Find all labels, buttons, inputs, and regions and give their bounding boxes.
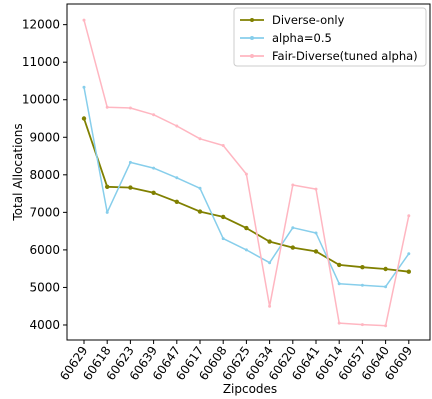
y-tick-label: 11000	[22, 55, 60, 69]
series-1-point	[152, 166, 156, 170]
series-0-point	[290, 245, 295, 250]
legend: Diverse-only alpha=0.5 Fair-Diverse(tuned …	[233, 7, 427, 67]
series-0-point	[197, 209, 203, 214]
legend-marker	[250, 18, 254, 22]
series-1-point	[221, 237, 225, 241]
series-1-point	[268, 261, 272, 265]
series-1-point	[314, 231, 318, 235]
series-0-point	[406, 269, 411, 274]
series-2-point	[337, 321, 341, 325]
series-1-point	[384, 285, 388, 289]
series-2-point	[314, 187, 318, 191]
series-0-point	[244, 225, 249, 231]
series-2-point	[407, 214, 411, 218]
series-1-point	[407, 252, 411, 256]
series-0-point	[151, 190, 156, 195]
y-tick-label: 10000	[22, 93, 60, 107]
series-0-point	[128, 185, 133, 190]
series-2-point	[175, 124, 179, 128]
series-0-point	[174, 199, 179, 204]
y-tick-label: 12000	[22, 18, 60, 32]
y-tick-label: 4000	[29, 318, 60, 332]
series-1-point	[82, 85, 86, 89]
series-0-point	[81, 116, 87, 121]
legend-entry: Diverse-only	[272, 13, 345, 27]
legend-entry: Fair-Diverse(tuned alpha)	[272, 49, 418, 63]
y-tick-label: 8000	[29, 168, 60, 182]
series-1-point	[360, 283, 364, 287]
x-axis-label: Zipcodes	[223, 382, 277, 396]
y-tick-label: 6000	[29, 243, 60, 257]
y-tick-label: 7000	[29, 205, 60, 219]
series-1-point	[198, 186, 202, 190]
series-0-point	[337, 262, 342, 268]
series-2-point	[244, 172, 248, 176]
series-0-point	[383, 266, 388, 272]
legend-box	[233, 7, 427, 67]
plot-frame	[66, 3, 431, 341]
series-1-point	[105, 210, 109, 214]
series-0-point	[105, 184, 110, 189]
series-2-point	[152, 113, 156, 117]
series-0-point	[221, 214, 226, 220]
series-2-point	[105, 105, 109, 109]
series-line-1	[83, 87, 410, 288]
series-1-point	[244, 248, 248, 252]
legend-marker	[250, 36, 254, 40]
legend-marker	[250, 54, 254, 58]
series-0-point	[267, 239, 272, 244]
series-1-point	[337, 282, 341, 286]
y-tick-label: 9000	[29, 130, 60, 144]
y-axis-label: Total Allocations	[11, 123, 25, 221]
series-2-point	[268, 304, 272, 308]
series-1-point	[128, 160, 132, 164]
series-2-point	[128, 106, 132, 110]
series-1-point	[175, 176, 179, 180]
legend-entry: alpha=0.5	[272, 31, 332, 45]
series-0-point	[360, 265, 365, 270]
series-2-point	[291, 183, 295, 187]
series-2-point	[384, 324, 388, 328]
series-2-point	[360, 323, 364, 327]
series-0-point	[313, 249, 319, 254]
y-tick-label: 5000	[29, 280, 60, 294]
series-2-point	[82, 18, 86, 22]
plot-area	[81, 18, 411, 328]
series-2-point	[198, 137, 202, 141]
series-1-point	[291, 226, 295, 230]
series-2-point	[221, 144, 225, 147]
